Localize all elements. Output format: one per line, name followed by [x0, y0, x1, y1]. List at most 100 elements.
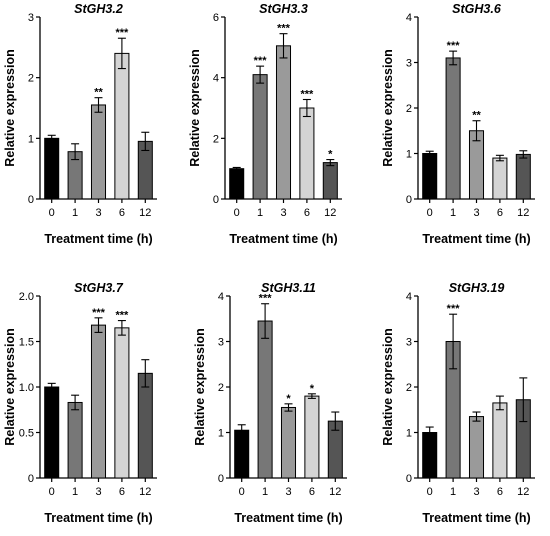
x-tick-label: 1: [72, 486, 78, 498]
x-tick-label: 3: [473, 486, 479, 498]
x-tick-label: 0: [49, 486, 55, 498]
significance-marker: ***: [300, 89, 314, 101]
x-tick-label: 3: [280, 207, 286, 219]
y-tick-label: 6: [213, 12, 219, 24]
y-tick-label: 1.5: [19, 337, 34, 349]
chart-title: StGH3.6: [452, 2, 502, 16]
y-tick-label: 2: [406, 103, 412, 115]
bar-6h: [304, 395, 320, 479]
chart-title: StGH3.3: [259, 2, 308, 16]
y-tick-label: 4: [218, 291, 224, 303]
x-tick-label: 12: [517, 486, 529, 498]
x-tick-label: 6: [304, 207, 310, 219]
y-tick-label: 1: [406, 149, 412, 161]
y-tick-label: 0: [28, 473, 34, 485]
bar-6h: [299, 107, 315, 200]
bar-12h: [137, 372, 153, 479]
x-tick-label: 3: [285, 486, 291, 498]
y-tick-label: 3: [28, 12, 34, 24]
x-tick-label: 1: [72, 207, 78, 219]
x-axis-label: Treatment time (h): [234, 511, 342, 525]
x-tick-label: 1: [257, 207, 263, 219]
x-tick-label: 3: [95, 207, 101, 219]
bar-3h: [90, 104, 107, 200]
x-tick-label: 0: [49, 207, 55, 219]
chart-panel-6: StGH3.19 Relative expression Treatment tim…: [381, 281, 535, 525]
significance-marker: ***: [92, 307, 106, 319]
chart-panel-5: StGH3.11 Relative expression Treatment tim…: [193, 281, 347, 525]
y-tick-label: 1: [28, 133, 34, 145]
bar-12h: [515, 153, 531, 200]
bar-6h: [492, 157, 508, 200]
significance-marker: ***: [447, 303, 461, 315]
y-tick-label: 2: [218, 382, 224, 394]
x-tick-label: 0: [427, 207, 433, 219]
y-tick-label: 4: [406, 291, 412, 303]
x-tick-label: 6: [119, 207, 125, 219]
chart-panel-4: StGH3.7 Relative expression Treatment time…: [3, 281, 157, 525]
bar-1h: [257, 320, 273, 479]
x-tick-label: 3: [95, 486, 101, 498]
y-tick-label: 0: [218, 473, 224, 485]
y-axis-label: Relative expression: [193, 328, 207, 445]
x-tick-label: 3: [473, 207, 479, 219]
chart-title: StGH3.7: [74, 281, 124, 295]
x-tick-label: 12: [517, 207, 529, 219]
y-tick-label: 1: [218, 428, 224, 440]
y-tick-label: 2.0: [19, 291, 34, 303]
bar-3h: [90, 324, 107, 479]
chart-title: StGH3.19: [449, 281, 505, 295]
y-tick-label: 2: [406, 382, 412, 394]
x-tick-label: 6: [497, 207, 503, 219]
x-tick-label: 12: [329, 486, 341, 498]
bar-1h: [252, 74, 268, 200]
x-axis-label: Treatment time (h): [44, 511, 152, 525]
x-tick-label: 1: [262, 486, 268, 498]
y-tick-label: 2: [28, 73, 34, 85]
significance-marker: *: [286, 393, 291, 405]
significance-marker: ***: [254, 55, 268, 67]
x-tick-label: 1: [450, 486, 456, 498]
x-tick-label: 0: [427, 486, 433, 498]
y-tick-label: 3: [406, 58, 412, 70]
x-tick-label: 12: [324, 207, 336, 219]
significance-marker: ***: [447, 40, 461, 52]
y-axis-label: Relative expression: [381, 328, 395, 445]
x-axis-label: Treatment time (h): [44, 232, 152, 246]
y-tick-label: 0: [406, 194, 412, 206]
x-axis-label: Treatment time (h): [422, 232, 530, 246]
bar-0h: [234, 429, 250, 479]
significance-marker: ***: [277, 23, 291, 35]
x-tick-label: 12: [139, 207, 151, 219]
bar-0h: [44, 386, 60, 479]
bar-6h: [114, 327, 130, 479]
bar-0h: [422, 153, 438, 200]
y-tick-label: 2: [213, 133, 219, 145]
chart-title: StGH3.2: [74, 2, 123, 16]
bar-0h: [44, 137, 60, 200]
bar-6h: [492, 402, 508, 479]
y-tick-label: 1.0: [19, 382, 34, 394]
x-tick-label: 6: [309, 486, 315, 498]
bar-3h: [275, 45, 292, 200]
significance-marker: **: [94, 87, 103, 99]
y-tick-label: 3: [218, 337, 224, 349]
y-axis-label: Relative expression: [188, 49, 202, 166]
x-tick-label: 1: [450, 207, 456, 219]
bar-3h: [468, 416, 485, 479]
chart-title: StGH3.11: [261, 281, 316, 295]
y-tick-label: 0: [406, 473, 412, 485]
bar-3h: [280, 406, 297, 479]
significance-marker: **: [472, 110, 481, 122]
y-tick-label: 3: [406, 337, 412, 349]
x-tick-label: 12: [139, 486, 151, 498]
chart-panel-2: StGH3.3 Relative expression Treatment time…: [188, 2, 342, 246]
significance-marker: ***: [115, 310, 129, 322]
bar-12h: [322, 162, 338, 200]
y-tick-label: 0.5: [19, 428, 34, 440]
y-tick-label: 4: [213, 73, 219, 85]
significance-marker: ***: [259, 293, 273, 305]
bar-1h: [67, 401, 83, 479]
chart-panel-1: StGH3.2 Relative expression Treatment time…: [3, 2, 157, 246]
